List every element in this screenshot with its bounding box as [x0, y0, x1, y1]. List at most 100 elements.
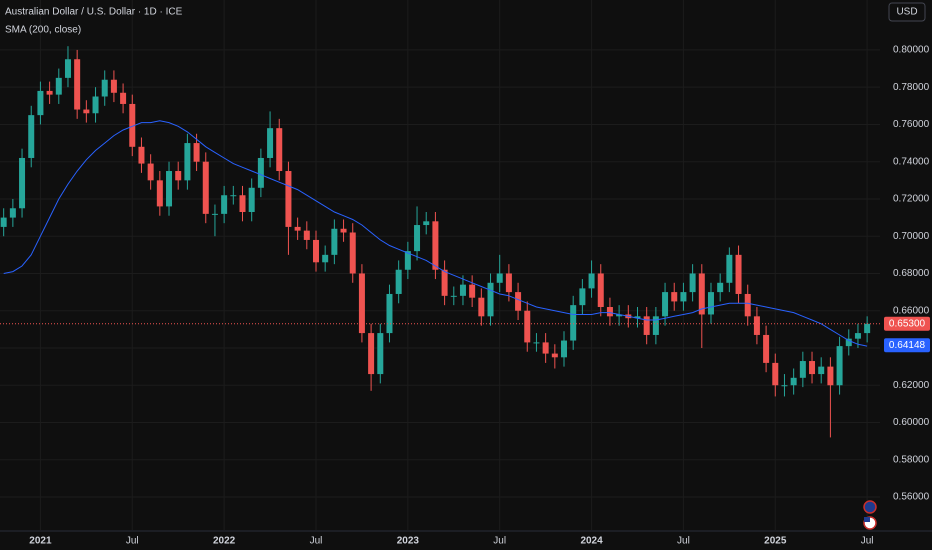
candle — [19, 148, 26, 218]
candle — [606, 297, 613, 326]
candle — [55, 68, 62, 104]
candle-body — [0, 217, 7, 227]
candle-body — [524, 310, 531, 343]
candle — [248, 178, 255, 222]
candle — [450, 286, 457, 306]
candle-body — [202, 161, 209, 214]
candle-body — [671, 292, 678, 302]
candle-body — [717, 282, 724, 293]
candle-body — [285, 171, 292, 227]
candle — [377, 323, 384, 384]
candle-body — [570, 305, 577, 341]
candle — [790, 368, 797, 395]
candle — [809, 351, 816, 384]
candle — [799, 351, 806, 388]
y-tick-label: 0.62000 — [893, 380, 930, 391]
candle-body — [423, 221, 430, 226]
candle-body — [459, 284, 466, 296]
candle — [303, 221, 310, 250]
candle-body — [441, 269, 448, 296]
candle-body — [230, 195, 237, 197]
candle — [239, 185, 246, 222]
candle — [312, 230, 319, 272]
candle-body — [698, 273, 705, 315]
candle-body — [818, 366, 825, 375]
candle — [827, 357, 834, 438]
candle-body — [46, 90, 53, 95]
candle-body — [809, 361, 816, 375]
candle-body — [276, 128, 283, 172]
candle-body — [386, 293, 393, 334]
candle — [129, 94, 136, 157]
candle-body — [184, 143, 191, 181]
candle-body — [414, 225, 421, 252]
currency-label[interactable]: USD — [896, 7, 917, 18]
candle-body — [248, 187, 255, 212]
candle-body — [101, 79, 108, 97]
candle — [845, 329, 852, 356]
candle — [616, 305, 623, 326]
candle — [193, 133, 200, 172]
candle — [588, 260, 595, 298]
candle — [156, 171, 163, 216]
candle-body — [331, 228, 338, 255]
candle-body — [349, 232, 356, 274]
candle — [110, 70, 117, 103]
candle — [184, 133, 191, 190]
candle-body — [652, 316, 659, 335]
y-tick-label: 0.68000 — [893, 268, 930, 279]
candle — [404, 241, 411, 280]
candle — [358, 264, 365, 343]
candle-body — [28, 115, 35, 158]
candle-body — [294, 226, 301, 231]
y-tick-label: 0.60000 — [893, 417, 930, 428]
candle — [267, 111, 274, 168]
candle — [459, 275, 466, 306]
candle-body — [340, 228, 347, 233]
candle — [515, 282, 522, 321]
candle-body — [120, 92, 127, 104]
chart-title: Australian Dollar / U.S. Dollar · 1D · I… — [5, 7, 183, 18]
candle-body — [790, 377, 797, 386]
candle-body — [735, 254, 742, 294]
candle-body — [267, 128, 274, 158]
x-tick-label: 2021 — [29, 536, 52, 547]
candle-body — [606, 307, 613, 317]
last-price-label: 0.65300 — [889, 318, 926, 329]
candle-body — [147, 163, 154, 181]
x-tick-label: 2024 — [580, 536, 603, 547]
candle — [0, 208, 7, 237]
candle — [138, 137, 145, 173]
y-tick-label: 0.72000 — [893, 194, 930, 205]
candle — [285, 161, 292, 255]
candle-body — [505, 273, 512, 293]
candle — [441, 260, 448, 306]
candle — [680, 282, 687, 311]
y-tick-label: 0.80000 — [893, 45, 930, 56]
candle — [524, 301, 531, 352]
candle-body — [707, 292, 714, 315]
sma-price-label: 0.64148 — [889, 340, 926, 351]
candle — [818, 357, 825, 384]
candle-body — [303, 230, 310, 240]
candle-body — [37, 90, 44, 116]
candle-body — [368, 333, 375, 375]
candle — [414, 206, 421, 261]
candle-body — [726, 254, 733, 283]
candle-body — [92, 96, 99, 114]
candle-body — [616, 314, 623, 317]
candle-body — [487, 282, 494, 317]
candle — [652, 307, 659, 345]
candle — [74, 49, 81, 119]
y-tick-label: 0.76000 — [893, 119, 930, 130]
candle — [211, 204, 218, 237]
candle — [542, 333, 549, 363]
candle — [83, 100, 90, 123]
x-tick-label: Jul — [310, 536, 323, 547]
candle — [698, 264, 705, 348]
candle-body — [478, 297, 485, 317]
candle — [772, 353, 779, 397]
candle — [28, 105, 35, 168]
candle — [689, 264, 696, 302]
currency-button[interactable] — [888, 2, 926, 22]
